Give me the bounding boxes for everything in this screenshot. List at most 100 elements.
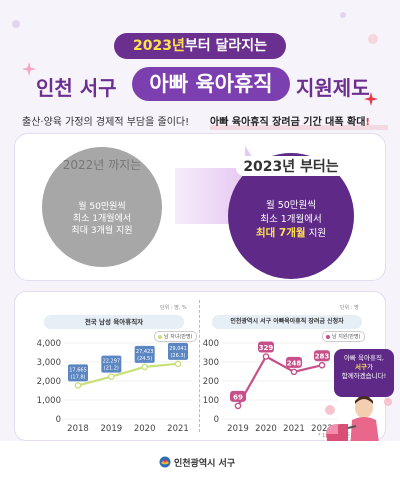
legend-swatch [326,334,330,339]
x-tick-label: 2020 [134,424,156,434]
subtitle-left: 출산·양육 가정의 경제적 부담을 줄이다! [22,117,190,128]
x-tick-label: 2022 [311,424,333,434]
after-label: 2023년 부터는 [236,156,346,176]
data-label: 329 [259,344,274,352]
y-tick-label: 0 [56,415,61,425]
series-line [237,355,323,407]
decor-dot [12,20,20,28]
bubble-highlight: 서구 [355,363,367,371]
x-tick-label: 2019 [227,424,249,434]
data-point [290,368,298,376]
series-line [77,362,179,387]
after-line-1: 월 50만원씩 [265,200,317,211]
data-point [141,363,148,371]
before-line-3: 최대 3개월 지원 [71,226,133,236]
before-line-2: 최소 1개월에서 [72,214,132,224]
bubble-line-2: 서구가 [334,363,394,372]
y-tick-label: 100 [203,396,219,406]
decor-dot [340,12,346,18]
data-label-box [68,364,88,382]
charts-divider [199,300,200,432]
x-tick-label: 2021 [167,424,189,434]
data-label: 248 [287,359,302,367]
data-label: 29,041 [169,346,187,352]
data-label-box [286,356,302,368]
right-legend-label: 남 지원(만명) [332,334,361,340]
data-label: (21.2) [104,366,119,372]
data-label-box [314,350,330,362]
subtitle-right-text: 아빠 육아휴직 장려금 기간 대폭 확대 [210,117,366,128]
left-chart-unit: 단위 : 명, % [160,305,187,311]
year-banner: 2023년부터 달라지는 [114,33,286,59]
x-tick-label: 2018 [67,424,89,434]
right-chart-title: 인천광역시 서구 아빠육아휴직 장려금 신청자 [212,315,362,329]
footer [0,441,400,483]
before-line-1: 월 50만원씩 [78,202,126,212]
slogan-bubble: 아빠 육아휴직, 서구가 함께하겠습니다! [334,349,394,397]
left-chart-title: 전국 남성 육아휴직자 [44,315,184,329]
decor-dot [368,34,378,44]
right-chart-legend: 남 지원(만명) [322,331,365,342]
after-line-2: 최소 1개월에서 [260,214,322,225]
legend-swatch [158,334,162,339]
incheon-seogu-logo-icon [159,456,171,468]
data-point [108,373,115,380]
y-tick-label: 1,000 [37,396,61,406]
data-label-box [168,342,188,360]
data-point [74,382,82,389]
data-label-box [258,341,274,353]
left-chart-legend: 남 자녀(만명) [154,331,197,342]
page-title: 인천 서구 아빠 육아휴직 지원제도 [20,64,380,104]
data-label: 27,423 [136,349,154,355]
data-point [174,360,182,368]
y-tick-label: 400 [203,339,219,349]
data-point [234,402,242,410]
left-legend-label: 남 자녀(만명) [164,334,193,340]
data-label: 17,665 [69,367,87,373]
after-max-months: 최대 7개월 [255,227,306,239]
bubble-line-2-rest: 가 [366,363,373,371]
before-label: 2022년 까지는 [62,158,142,172]
bubble-line-3: 함께하겠습니다! [341,372,387,380]
x-tick-label: 2020 [255,424,277,434]
banner-text: 부터 달라지는 [184,38,267,54]
after-line-3-rest: 지원 [305,228,327,239]
sparkle-icon [22,62,36,76]
y-tick-label: 200 [203,377,219,387]
subtitle-row: 출산·양육 가정의 경제적 부담을 줄이다! 아빠 육아휴직 장려금 기간 대폭… [14,110,388,130]
after-line-3: 최대 7개월 지원 [228,225,354,240]
before-circle [42,147,162,267]
bubble-line-1: 아빠 육아휴직, [343,354,384,362]
x-tick-label: 2019 [101,424,123,434]
sparkle-icon [364,92,378,106]
title-district: 인천 서구 [36,76,117,100]
footer-org-name: 인천광역시 서구 [174,459,236,469]
y-tick-label: 300 [203,358,219,368]
subtitle-right: 아빠 육아휴직 장려금 기간 대폭 확대! [210,113,370,128]
x-tick-label: 2021 [283,424,305,434]
data-label: 69 [233,393,243,401]
banner-year: 2023년 [132,38,185,54]
data-label: 283 [315,353,330,361]
data-label: 22,297 [103,359,121,365]
y-tick-label: 0 [214,415,219,425]
right-chart-unit: 단위 : 명 [340,305,359,311]
data-point [318,361,326,369]
data-label-box [230,390,246,402]
title-highlight-pill: 아빠 육아휴직 [132,67,290,101]
y-tick-label: 2,000 [37,377,61,387]
data-label-box [101,355,122,373]
data-label: (17.8) [70,374,85,380]
title-program: 지원제도 [296,76,370,100]
data-label-box [134,345,155,363]
highlight-underline [210,125,388,130]
data-label: (24.5) [137,356,152,362]
subtitle-exclaim: ! [365,117,370,128]
y-tick-label: 3,000 [37,358,61,368]
y-tick-label: 4,000 [37,339,61,349]
data-point [262,353,270,360]
data-label: (26.3) [170,353,185,359]
